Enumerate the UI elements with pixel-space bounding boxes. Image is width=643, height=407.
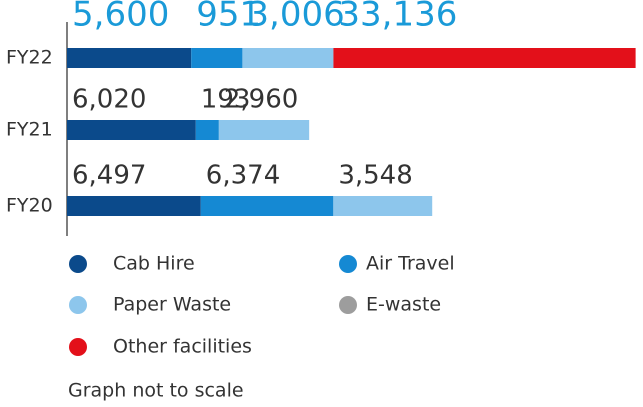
value-label: 3,006 (247, 0, 344, 35)
legend-marker (69, 255, 87, 273)
legend-marker (339, 255, 357, 273)
value-label: 951 (196, 0, 261, 35)
legend-label: E-waste (366, 294, 441, 316)
bar-segment (242, 48, 334, 68)
legend-label: Air Travel (366, 253, 455, 275)
bar-segment (67, 120, 196, 140)
legend-label: Cab Hire (113, 253, 195, 275)
bar-segment (191, 48, 243, 68)
bar-segment (218, 120, 310, 140)
bar-segment (195, 120, 219, 140)
category-label: FY22 (6, 47, 53, 69)
note: Graph not to scale (68, 380, 244, 402)
value-label: 3,548 (338, 161, 412, 191)
bar-segment (333, 196, 433, 216)
value-label: 33,136 (338, 0, 457, 35)
value-label: 6,497 (72, 161, 146, 191)
legend-marker (69, 338, 87, 356)
bar-segment (333, 48, 636, 68)
value-label: 6,374 (206, 161, 280, 191)
legend-label: Paper Waste (113, 294, 231, 316)
value-label: 193 (201, 85, 251, 115)
legend-marker (69, 296, 87, 314)
value-label: 5,600 (72, 0, 169, 35)
bar-segment (67, 196, 201, 216)
value-label: 6,020 (72, 85, 146, 115)
category-label: FY20 (6, 195, 53, 217)
category-label: FY21 (6, 119, 53, 141)
value-label: 2,960 (224, 85, 298, 115)
legend-marker (339, 296, 357, 314)
bar-segment (200, 196, 334, 216)
bar-segment (67, 48, 192, 68)
legend-label: Other facilities (113, 336, 252, 358)
